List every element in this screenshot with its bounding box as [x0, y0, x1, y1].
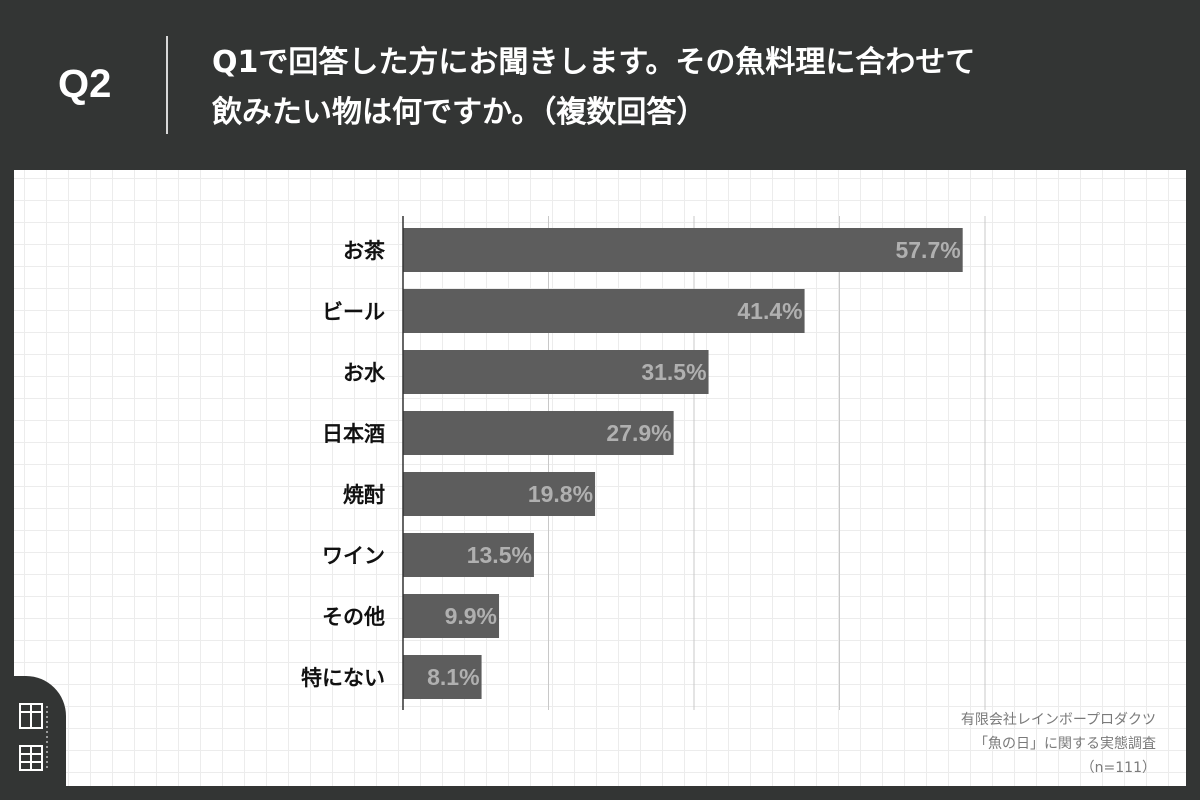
category-label: ワイン: [322, 544, 385, 568]
question-number: Q2: [58, 62, 112, 106]
source-note: 有限会社レインボープロダクツ 「魚の日」に関する実態調査 （n=111）: [961, 708, 1156, 780]
bar-value-label: 13.5%: [467, 542, 532, 568]
bar-value-label: 31.5%: [641, 359, 706, 385]
bar: [403, 533, 534, 577]
brand-logo-mark: [19, 703, 48, 771]
source-line-3: （n=111）: [1080, 760, 1156, 776]
header-divider: [166, 36, 168, 134]
category-label: 焼酎: [343, 483, 385, 507]
bar-value-label: 19.8%: [528, 481, 593, 507]
question-title: Q1で回答した方にお聞きします。その魚料理に合わせて 飲みたい物は何ですか。（複…: [212, 38, 1172, 138]
bar: [403, 289, 805, 333]
bar: [403, 655, 482, 699]
category-label: お茶: [343, 239, 386, 263]
question-title-line-2: 飲みたい物は何ですか。（複数回答）: [212, 95, 707, 130]
bar-value-label: 8.1%: [427, 664, 479, 690]
bar: [403, 594, 500, 638]
category-label: お水: [343, 361, 386, 385]
bar-value-label: 9.9%: [445, 603, 497, 629]
question-title-line-1: Q1で回答した方にお聞きします。その魚料理に合わせて: [212, 45, 976, 80]
bar: [403, 228, 963, 272]
category-label: 特にない: [301, 666, 385, 690]
bar: [403, 411, 674, 455]
bar-value-label: 27.9%: [606, 420, 671, 446]
chart-panel: 57.7% お茶 41.4% ビール 31.5% お水 27.9% 日本酒 19.8% 焼酎 13.…: [14, 170, 1186, 786]
category-label: その他: [322, 605, 385, 629]
header: Q2 Q1で回答した方にお聞きします。その魚料理に合わせて 飲みたい物は何ですか…: [0, 0, 1200, 170]
source-line-1: 有限会社レインボープロダクツ: [960, 712, 1156, 728]
source-line-2: 「魚の日」に関する実態調査: [974, 736, 1156, 752]
bar: [403, 472, 596, 516]
category-label: 日本酒: [322, 422, 385, 446]
category-label: ビール: [322, 300, 385, 324]
bar: [403, 350, 709, 394]
bar-chart: 57.7% お茶 41.4% ビール 31.5% お水 27.9% 日本酒 19.8% 焼酎 13.…: [301, 216, 986, 710]
bar-value-label: 41.4%: [737, 298, 802, 324]
brand-logo: [0, 676, 66, 786]
bar-value-label: 57.7%: [895, 237, 960, 263]
